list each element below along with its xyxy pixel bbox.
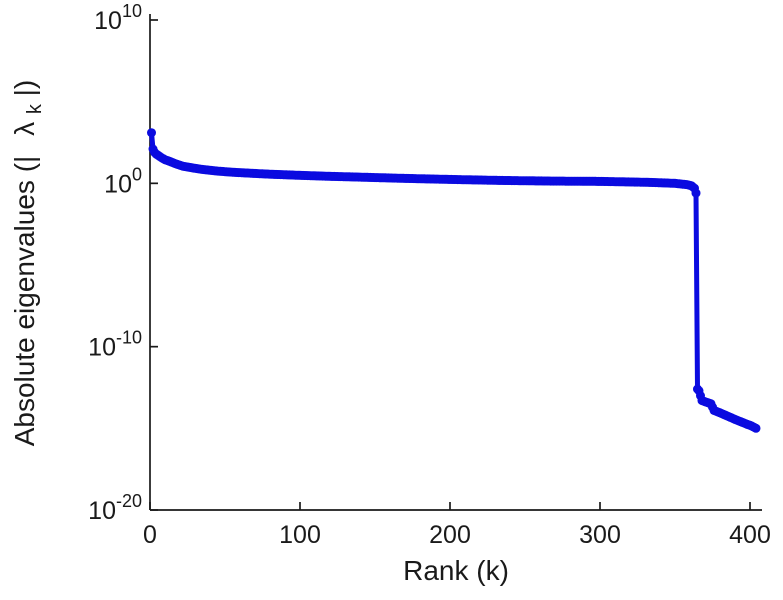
y-tick-label: 1010 xyxy=(94,1,142,35)
x-axis-label: Rank (k) xyxy=(403,555,509,586)
y-tick-base: 10 xyxy=(88,497,116,525)
x-axis-ticks: 0 100 200 300 400 xyxy=(143,502,771,549)
y-tick-base: 10 xyxy=(88,334,116,362)
x-tick-label: 400 xyxy=(729,521,771,549)
axes xyxy=(149,14,762,511)
x-tick-label: 200 xyxy=(429,521,471,549)
series-absolute-eigenvalues xyxy=(147,128,761,433)
lambda-subscript: k xyxy=(24,103,46,114)
y-axis-label-prefix: Absolute eigenvalues (| xyxy=(9,156,40,447)
y-axis-label-suffix: |) xyxy=(9,80,40,97)
y-tick-base: 10 xyxy=(104,170,132,198)
x-tick-label: 300 xyxy=(579,521,621,549)
x-tick-label: 100 xyxy=(279,521,321,549)
y-tick-label: 10-10 xyxy=(88,328,142,362)
data-point-marker xyxy=(691,188,701,198)
y-tick-exponent: -20 xyxy=(116,491,142,511)
y-tick-label: 100 xyxy=(104,164,142,198)
data-point-marker xyxy=(751,423,761,433)
y-tick-base: 10 xyxy=(94,7,122,35)
y-tick-exponent: 0 xyxy=(132,164,142,184)
y-tick-exponent: -10 xyxy=(116,328,142,348)
y-axis-label: Absolute eigenvalues (| λ k |) xyxy=(9,80,47,447)
data-point-marker xyxy=(147,128,156,138)
lambda-symbol: λ xyxy=(9,122,40,136)
y-tick-label: 10-20 xyxy=(88,491,142,525)
x-tick-label: 0 xyxy=(143,521,157,549)
y-tick-exponent: 10 xyxy=(122,1,142,21)
